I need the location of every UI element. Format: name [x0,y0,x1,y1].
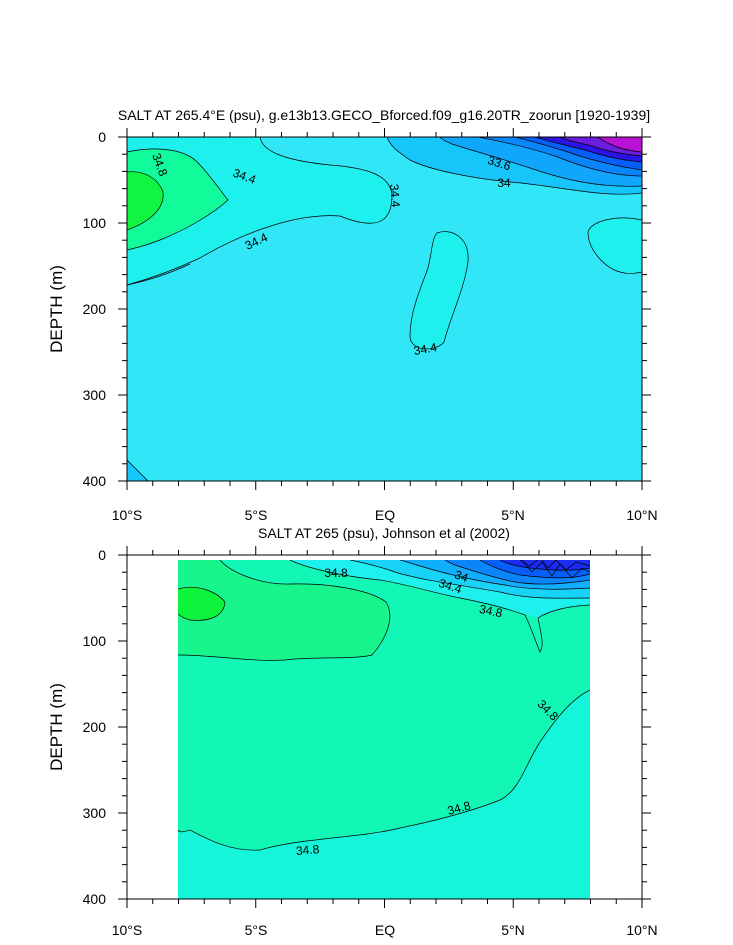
bottom-y-tick-label: 0 [98,547,106,563]
top-title: SALT AT 265.4°E (psu), g.e13b13.GECO_Bfo… [118,107,650,123]
top-axis-ticks [118,128,651,490]
bottom-x-tick-label: 5°S [245,922,268,938]
top-y-tick-label: 0 [98,129,106,145]
top-y-tick-label: 300 [83,387,107,403]
top-x-tick-label: 10°N [626,507,657,523]
bottom-y-tick-labels: 0 100 200 300 400 [83,547,107,907]
bottom-x-tick-label: 10°N [626,922,657,938]
bottom-contour-label: 34.8 [478,602,504,621]
bottom-contour-label: 34.4 [437,576,464,597]
bottom-contour-label: 34.8 [324,566,348,580]
bottom-contour-label: 34 [453,567,471,585]
bottom-x-tick-label: EQ [375,922,395,938]
bottom-y-axis-label: DEPTH (m) [47,683,66,771]
top-y-tick-label: 400 [83,473,107,489]
top-x-tick-labels: 10°S 5°S EQ 5°N 10°N [112,507,658,523]
bottom-y-tick-label: 300 [83,805,107,821]
top-contour-fill [127,137,642,481]
top-x-tick-label: 5°S [245,507,268,523]
bottom-y-tick-label: 200 [83,719,107,735]
top-x-tick-label: 10°S [112,507,143,523]
bottom-y-tick-label: 400 [83,891,107,907]
top-panel: SALT AT 265.4°E (psu), g.e13b13.GECO_Bfo… [47,107,658,523]
top-contour-label: 33.6 [486,153,513,174]
top-y-axis-label: DEPTH (m) [47,265,66,353]
bottom-contour-label: 34.8 [295,842,320,858]
top-x-tick-label: EQ [375,507,395,523]
bottom-x-tick-label: 10°S [112,922,143,938]
top-y-tick-label: 100 [83,215,107,231]
bottom-x-tick-labels: 10°S 5°S EQ 5°N 10°N [112,922,658,938]
bottom-title: SALT AT 265 (psu), Johnson et al (2002) [258,525,510,541]
bottom-y-tick-label: 100 [83,633,107,649]
bottom-contour-fill [178,560,590,899]
top-contour-label: 34.4 [413,340,439,358]
bottom-panel: SALT AT 265 (psu), Johnson et al (2002) [47,525,658,938]
top-contour-label: 34.4 [387,183,403,208]
top-y-tick-label: 200 [83,301,107,317]
bottom-axis-ticks [118,546,651,908]
bottom-contour-label: 34.8 [446,798,472,818]
top-x-tick-label: 5°N [501,507,525,523]
bottom-x-tick-label: 5°N [501,922,525,938]
top-y-tick-labels: 0 100 200 300 400 [83,129,107,489]
top-contour-label: 34 [497,176,511,190]
top-contour-labels: 34.8 34.4 34.4 34.4 33.6 34 34.4 [149,151,513,358]
